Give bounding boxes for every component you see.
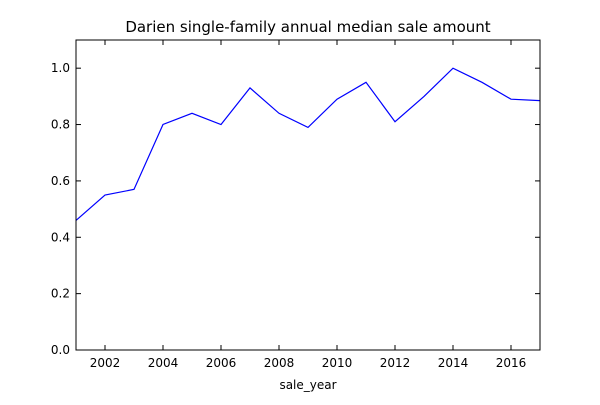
x-tick-label-2012: 2012 [380,356,411,370]
series-line-0 [76,68,540,220]
y-tick-label-4: 0.8 [51,118,70,132]
y-tick-label-3: 0.6 [51,174,70,188]
plot-area: 2002 2004 2006 2008 2010 2012 2014 2016 0.0 0.2 0.… [51,40,540,370]
x-tick-label-2014: 2014 [438,356,469,370]
x-tick-label-2002: 2002 [90,356,121,370]
y-tick-label-2: 0.4 [51,230,70,244]
x-tick-label-2010: 2010 [322,356,353,370]
x-axis-label: sale_year [279,378,336,392]
x-tick-label-2008: 2008 [264,356,295,370]
y-tick-label-1: 0.2 [51,287,70,301]
x-tick-label-2006: 2006 [206,356,237,370]
y-tick-label-5: 1.0 [51,61,70,75]
chart-title: Darien single-family annual median sale … [125,18,490,36]
x-tick-label-2016: 2016 [496,356,527,370]
plot-frame [76,40,540,350]
y-tick-label-0: 0.0 [51,343,70,357]
x-tick-label-2004: 2004 [148,356,179,370]
